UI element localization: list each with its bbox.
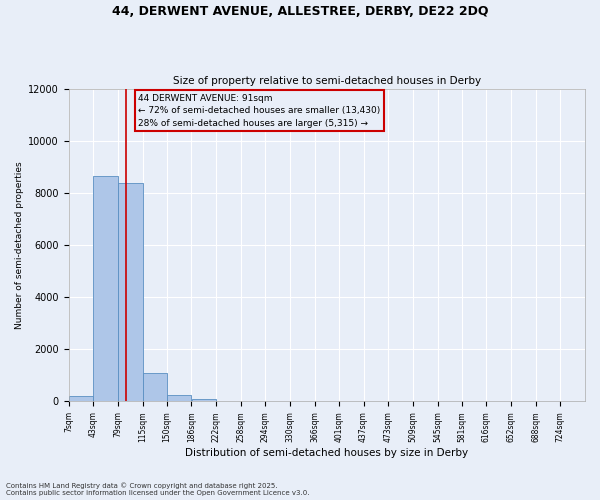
Bar [143,372,167,402]
Bar [167,395,191,402]
Title: Size of property relative to semi-detached houses in Derby: Size of property relative to semi-detach… [173,76,481,86]
X-axis label: Distribution of semi-detached houses by size in Derby: Distribution of semi-detached houses by … [185,448,469,458]
Bar [216,400,241,402]
Text: 44 DERWENT AVENUE: 91sqm
← 72% of semi-detached houses are smaller (13,430)
28% : 44 DERWENT AVENUE: 91sqm ← 72% of semi-d… [139,94,380,128]
Bar [94,176,118,402]
Y-axis label: Number of semi-detached properties: Number of semi-detached properties [15,162,24,329]
Bar [118,182,143,402]
Text: Contains HM Land Registry data © Crown copyright and database right 2025.: Contains HM Land Registry data © Crown c… [6,482,277,489]
Text: Contains public sector information licensed under the Open Government Licence v3: Contains public sector information licen… [6,490,310,496]
Bar [69,396,93,402]
Bar [191,400,216,402]
Text: 44, DERWENT AVENUE, ALLESTREE, DERBY, DE22 2DQ: 44, DERWENT AVENUE, ALLESTREE, DERBY, DE… [112,5,488,18]
